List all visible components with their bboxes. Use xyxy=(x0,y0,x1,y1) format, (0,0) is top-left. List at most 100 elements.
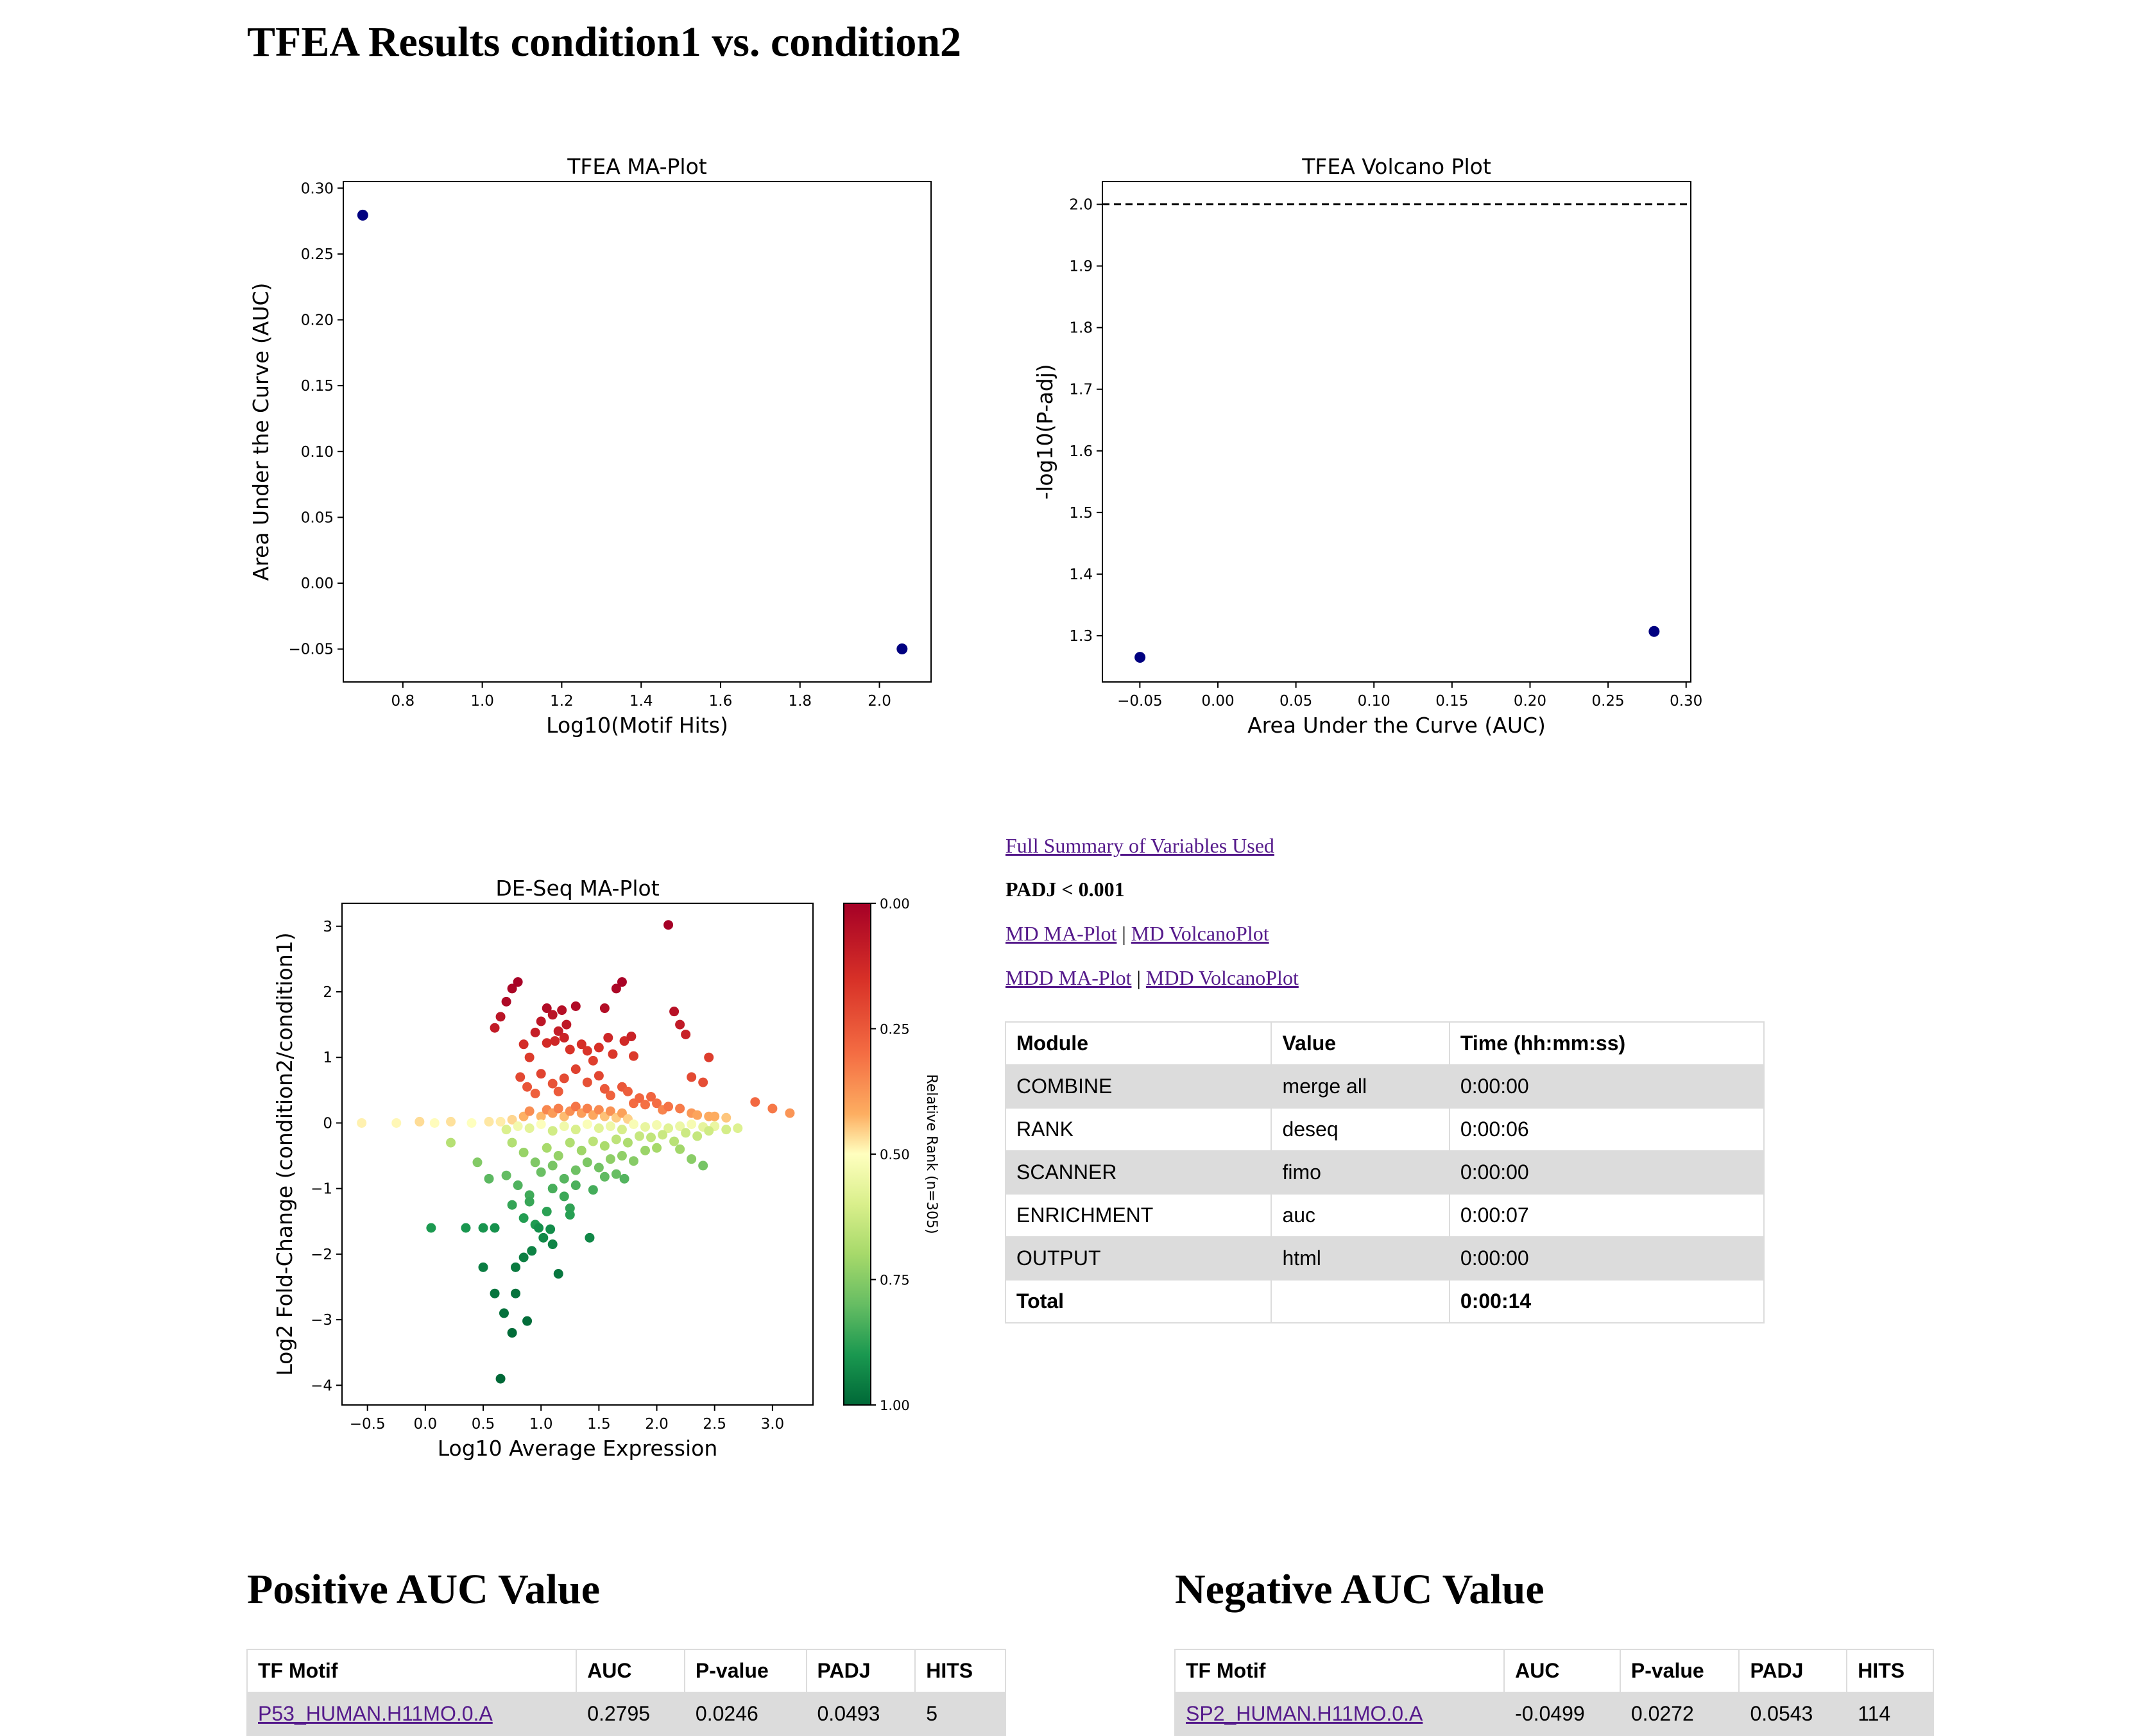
data-point xyxy=(692,1131,703,1141)
column-header: PADJ xyxy=(805,1649,916,1693)
x-tick-label: 1.6 xyxy=(709,693,733,710)
data-point xyxy=(484,1173,494,1184)
data-point xyxy=(357,209,368,221)
data-point xyxy=(704,1052,714,1062)
data-point xyxy=(634,1093,644,1103)
value-cell: deseq xyxy=(1270,1107,1450,1152)
data-point xyxy=(599,1003,610,1014)
data-point xyxy=(446,1137,456,1148)
data-point xyxy=(681,1128,691,1138)
data-point xyxy=(750,1097,760,1107)
data-point xyxy=(513,1121,523,1132)
value-cell: html xyxy=(1270,1236,1450,1281)
data-point xyxy=(721,1112,732,1123)
data-point xyxy=(599,1084,610,1094)
plot-frame xyxy=(1102,181,1691,683)
data-point xyxy=(559,1121,569,1132)
data-point xyxy=(675,1103,685,1114)
mdd-volcano-plot-link[interactable]: MDD VolcanoPlot xyxy=(1145,966,1299,989)
data-point xyxy=(628,1051,638,1061)
column-header: AUC xyxy=(1503,1649,1621,1693)
data-point xyxy=(721,1125,732,1135)
column-header: Time (hh:mm:ss) xyxy=(1448,1021,1765,1066)
data-point xyxy=(550,1036,560,1046)
chart-title: DE-Seq MA-Plot xyxy=(495,876,659,901)
data-point xyxy=(522,1316,533,1326)
md-volcano-plot-link[interactable]: MD VolcanoPlot xyxy=(1131,922,1269,945)
data-point xyxy=(611,1169,621,1179)
column-header: P-value xyxy=(1619,1649,1740,1693)
data-point xyxy=(511,1288,521,1298)
hits-cell: 114 xyxy=(1846,1692,1934,1736)
data-point xyxy=(640,1122,651,1132)
data-point xyxy=(646,1132,656,1143)
data-point xyxy=(687,1072,697,1082)
data-point xyxy=(585,1232,595,1243)
data-point xyxy=(588,1185,598,1195)
module-table: Module Value Time (hh:mm:ss) COMBINE mer… xyxy=(1004,1021,1765,1323)
colorbar-tick-label: 0.75 xyxy=(880,1273,910,1288)
plot-frame xyxy=(343,181,932,683)
data-point xyxy=(565,1137,575,1148)
y-tick-label: −1 xyxy=(311,1181,332,1198)
total-row: Total 0:00:14 xyxy=(1004,1279,1765,1323)
x-tick-label: 1.4 xyxy=(629,693,653,710)
column-header: TF Motif xyxy=(1174,1649,1505,1693)
column-header: Value xyxy=(1270,1021,1450,1066)
data-point xyxy=(640,1100,651,1110)
data-point xyxy=(357,1118,367,1128)
data-point xyxy=(507,1200,517,1210)
data-point xyxy=(511,1262,521,1272)
data-point xyxy=(599,1141,610,1151)
full-summary-link[interactable]: Full Summary of Variables Used xyxy=(1005,834,1274,857)
data-point xyxy=(692,1110,703,1120)
module-cell: ENRICHMENT xyxy=(1004,1193,1272,1238)
data-point xyxy=(582,1046,592,1056)
data-point xyxy=(527,1246,537,1256)
data-point xyxy=(530,1027,540,1037)
data-point xyxy=(530,1157,540,1168)
colorbar-label: Relative Rank (n=305) xyxy=(923,1074,939,1234)
data-point xyxy=(611,983,621,994)
tf-motif-link[interactable]: SP2_HUMAN.H11MO.0.A xyxy=(1186,1702,1423,1725)
data-point xyxy=(605,1154,615,1164)
data-point xyxy=(495,1012,506,1022)
positive-table-header: TF Motif AUC P-value PADJ HITS xyxy=(246,1649,1006,1693)
data-point xyxy=(785,1108,795,1118)
tfea-volcano-plot: TFEA Volcano Plot −0.05 0.00 0.05 0.10 0.15 0.… xyxy=(1032,154,1702,738)
data-point xyxy=(547,1239,558,1250)
data-point xyxy=(1648,625,1660,637)
data-point xyxy=(698,1161,708,1171)
data-point xyxy=(640,1145,651,1155)
x-tick-label: −0.5 xyxy=(350,1416,386,1433)
data-point xyxy=(490,1288,500,1298)
data-point xyxy=(652,1098,662,1109)
data-point xyxy=(542,1143,552,1153)
data-point xyxy=(466,1118,477,1128)
data-point xyxy=(559,1073,569,1084)
md-ma-plot-link[interactable]: MD MA-Plot xyxy=(1005,922,1117,945)
data-point xyxy=(513,1180,523,1191)
auc-cell: -0.0499 xyxy=(1503,1692,1621,1736)
data-point xyxy=(622,1137,633,1148)
plot-frame xyxy=(341,903,814,1406)
data-point xyxy=(565,1210,575,1220)
negative-auc-table: TF Motif AUC P-value PADJ HITS SP2_HUMAN… xyxy=(1174,1649,1934,1736)
column-header: TF Motif xyxy=(246,1649,578,1693)
data-point xyxy=(472,1157,483,1168)
module-table-header: Module Value Time (hh:mm:ss) xyxy=(1004,1021,1765,1066)
tf-motif-link[interactable]: P53_HUMAN.H11MO.0.A xyxy=(258,1702,493,1725)
data-point xyxy=(675,1121,685,1132)
data-point xyxy=(547,1161,558,1171)
y-tick-label: 1.7 xyxy=(1069,382,1093,398)
module-cell: COMBINE xyxy=(1004,1064,1272,1109)
data-point xyxy=(530,1088,540,1098)
data-point xyxy=(495,1116,506,1127)
negative-auc-heading: Negative AUC Value xyxy=(1175,1566,1544,1613)
y-tick-label: 0.15 xyxy=(301,378,334,395)
x-tick-label: 2.0 xyxy=(868,693,891,710)
mdd-ma-plot-link[interactable]: MDD MA-Plot xyxy=(1005,966,1132,989)
x-axis-label: Log10(Motif Hits) xyxy=(546,713,728,738)
data-point xyxy=(663,1123,674,1134)
x-tick-label: 0.0 xyxy=(414,1416,438,1433)
